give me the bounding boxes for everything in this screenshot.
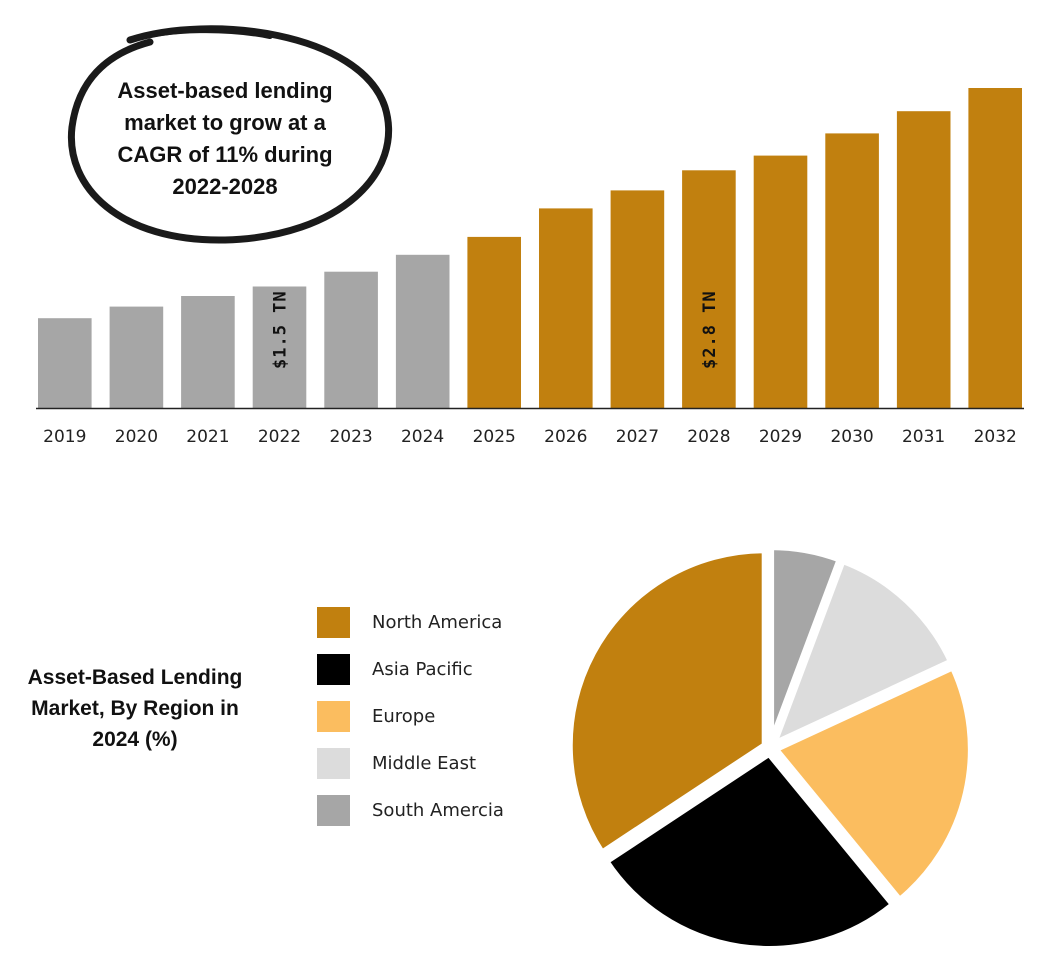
callout-line: market to grow at a bbox=[124, 110, 326, 135]
x-tick-label: 2028 bbox=[687, 427, 730, 447]
callout-ellipse-stroke bbox=[67, 25, 393, 244]
bar-annotation: $1.5 TN bbox=[271, 290, 291, 369]
bar-2020 bbox=[109, 306, 164, 408]
legend-swatch bbox=[317, 747, 350, 779]
x-tick-label: 2024 bbox=[401, 427, 444, 447]
x-tick-label: 2026 bbox=[544, 427, 587, 447]
legend-label: Asia Pacific bbox=[372, 658, 473, 680]
legend-swatch bbox=[317, 794, 350, 826]
callout-flourish bbox=[127, 27, 273, 43]
pie-chart-title: Asset-Based Lending Market, By Region in… bbox=[10, 662, 260, 755]
bar-2032 bbox=[968, 88, 1022, 408]
pie-title-line: Asset-Based Lending bbox=[27, 666, 243, 689]
bar-2022 bbox=[252, 286, 307, 408]
bar-annotation: $2.8 TN bbox=[700, 290, 720, 369]
pie-slice-middle-east bbox=[771, 558, 954, 747]
bar-2019 bbox=[38, 318, 92, 408]
x-tick-label: 2029 bbox=[759, 427, 802, 447]
x-tick-label: 2019 bbox=[43, 427, 86, 447]
bar-2025 bbox=[467, 236, 521, 408]
legend-swatch bbox=[317, 700, 350, 732]
bar-2023 bbox=[324, 271, 378, 408]
legend-label: South Amercia bbox=[372, 799, 504, 821]
callout-line: 2022-2028 bbox=[172, 174, 278, 199]
bar-2031 bbox=[896, 111, 951, 408]
bar-2028 bbox=[682, 170, 736, 408]
legend-item-middle-east: Middle East bbox=[317, 747, 504, 779]
callout-line: Asset-based lending bbox=[117, 78, 333, 103]
x-tick-label: 2022 bbox=[258, 427, 301, 447]
legend-label: Europe bbox=[372, 705, 436, 727]
x-tick-label: 2021 bbox=[186, 427, 229, 447]
legend-label: Middle East bbox=[372, 752, 477, 774]
x-tick-label: 2020 bbox=[115, 427, 158, 447]
bar-2027 bbox=[610, 190, 665, 408]
legend-item-south-america: South Amercia bbox=[317, 794, 504, 826]
bar-2029 bbox=[753, 155, 808, 408]
legend-item-asia-pacific: Asia Pacific bbox=[317, 653, 504, 685]
bar-2030 bbox=[825, 133, 879, 408]
pie-chart bbox=[566, 544, 974, 952]
pie-slice-europe bbox=[772, 664, 974, 903]
bar-chart: 2019 2020 2021 2022 2023 2024 2025 2026 2027 2028… bbox=[36, 88, 1024, 447]
legend-item-europe: Europe bbox=[317, 700, 504, 732]
x-tick-label: 2023 bbox=[329, 427, 372, 447]
pie-slice-south-amercia bbox=[768, 544, 843, 746]
bar-2021 bbox=[181, 296, 235, 408]
x-tick-label: 2031 bbox=[902, 427, 945, 447]
callout-title: Asset-based lending market to grow at a … bbox=[100, 75, 350, 203]
pie-slice-asia-pacific bbox=[603, 750, 896, 952]
x-tick-label: 2030 bbox=[830, 427, 873, 447]
legend-swatch bbox=[317, 653, 350, 685]
pie-legend: North America Asia Pacific Europe Middle… bbox=[317, 606, 504, 841]
x-tick-label: 2032 bbox=[974, 427, 1017, 447]
legend-swatch bbox=[317, 606, 350, 638]
legend-item-north-america: North America bbox=[317, 606, 504, 638]
bar-2024 bbox=[395, 254, 450, 408]
callout-line: CAGR of 11% during bbox=[117, 142, 333, 167]
pie-title-line: 2024 (%) bbox=[92, 728, 178, 751]
pie-slice-north-america bbox=[566, 547, 768, 856]
callout-ellipse bbox=[67, 25, 393, 244]
x-tick-label: 2027 bbox=[616, 427, 659, 447]
pie-title-line: Market, By Region in bbox=[31, 697, 239, 720]
bar-2026 bbox=[539, 208, 593, 408]
legend-label: North America bbox=[372, 611, 503, 633]
x-tick-label: 2025 bbox=[473, 427, 516, 447]
